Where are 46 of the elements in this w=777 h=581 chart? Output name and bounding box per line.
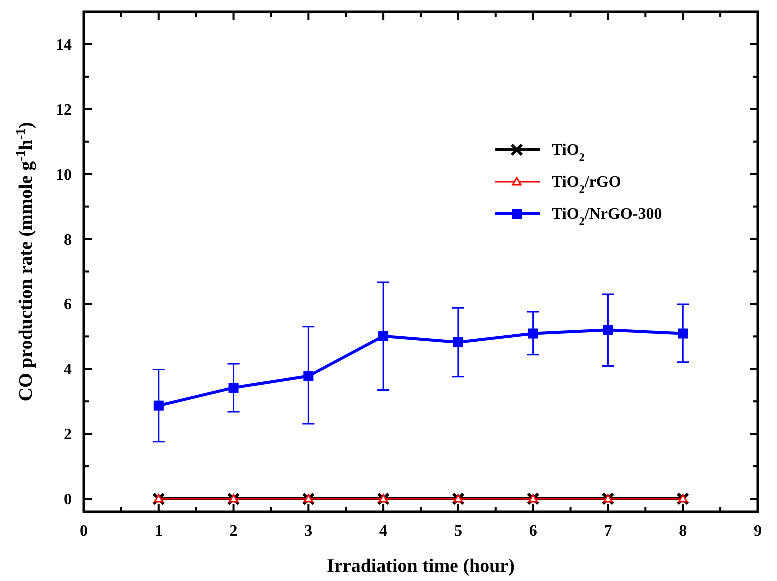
point [453,338,464,348]
x-tick-label: 2 [230,523,238,540]
point [304,494,314,503]
point [154,400,164,411]
point [302,492,316,506]
point [528,328,538,339]
y-tick-label: 2 [64,426,72,444]
y-tick-label: 14 [56,36,72,54]
x-tick-label: 0 [80,523,88,540]
point [678,328,688,339]
x-tick-label: 9 [754,523,762,540]
point [676,492,690,506]
x-tick-label: 6 [529,523,538,540]
point [228,382,239,393]
y-tick-label: 6 [64,296,72,314]
point [603,494,613,503]
y-tick-label: 10 [56,166,72,184]
point [603,325,614,336]
point [304,371,314,382]
point [227,492,240,506]
x-tick-label: 1 [154,523,163,540]
x-tick-label: 5 [454,523,462,540]
legend-label: TiO$_{2}$/NrGO-300 [552,206,662,228]
point [229,494,239,503]
x-axis-title: Irradiation time (hour) [327,556,515,577]
point [152,492,166,506]
y-tick-label: 0 [64,492,72,509]
point [678,494,688,503]
point [378,494,388,503]
point [154,494,164,503]
x-tick-label: 3 [304,523,313,540]
point [378,331,389,342]
point [528,494,538,503]
point [452,492,465,506]
y-tick-label: 12 [56,102,72,119]
point [526,492,540,506]
point [454,494,464,503]
legend-label: TiO$_{2}$/rGO [552,174,622,196]
legend-label: TiO$_{2}$ [552,142,586,164]
y-tick-label: 8 [64,232,72,249]
x-tick-label: 8 [679,523,688,540]
x-tick-label: 7 [604,523,612,540]
x-tick-label: 4 [380,523,388,540]
y-tick-label: 4 [64,362,72,379]
point [377,492,390,506]
point [602,492,615,506]
